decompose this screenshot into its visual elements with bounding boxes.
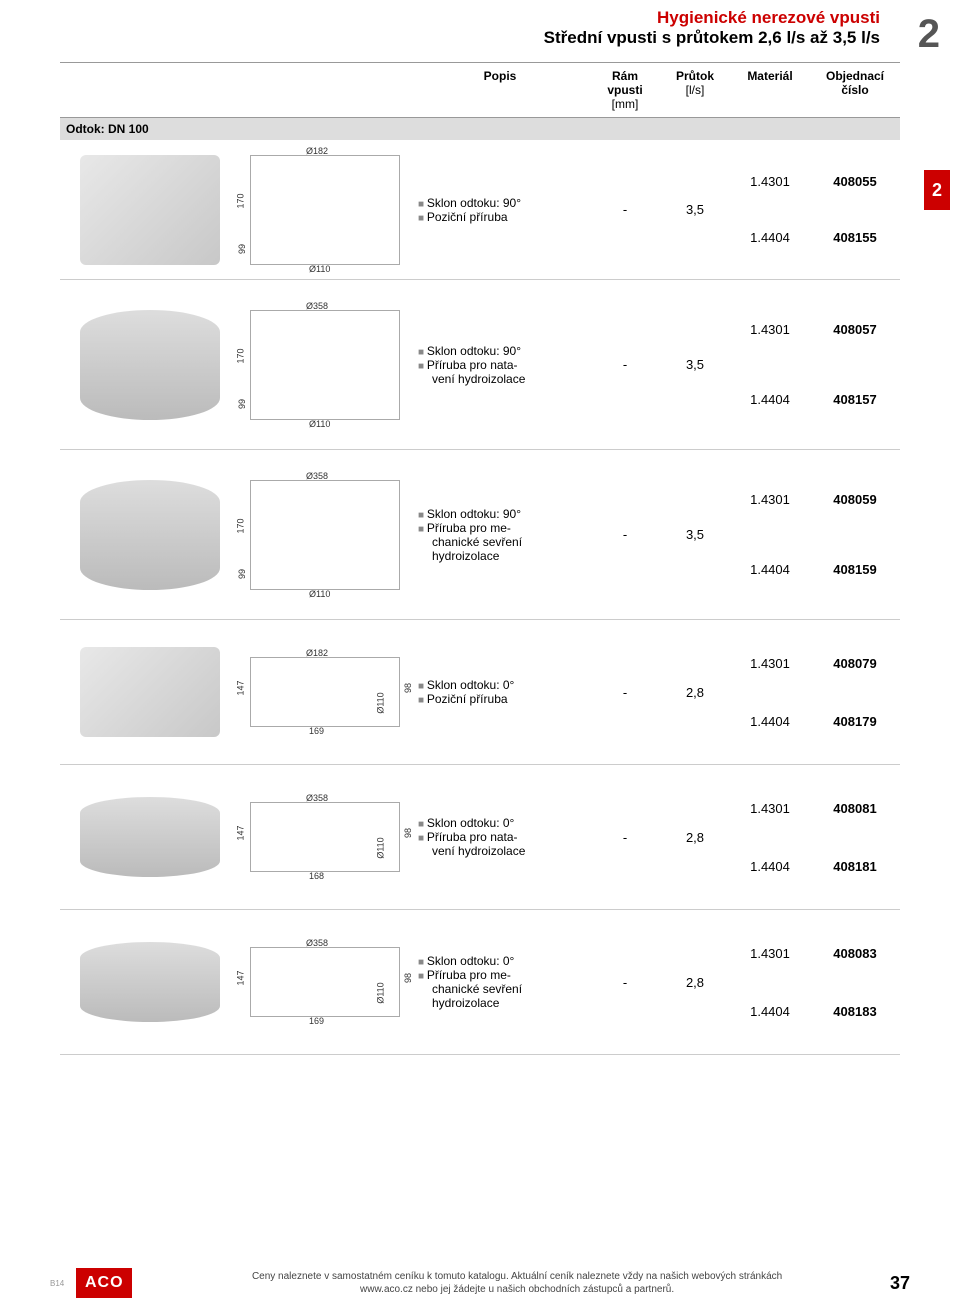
order-numbers: 408079 408179 <box>810 620 900 764</box>
product-row: Ø358 147 98 Ø110 169 Sklon odtoku: 0° Př… <box>60 910 900 1055</box>
material-values: 1.4301 1.4404 <box>730 140 810 279</box>
product-description: Sklon odtoku: 0° Příruba pro me- chanick… <box>410 910 590 1054</box>
product-description: Sklon odtoku: 0° Poziční příruba <box>410 620 590 764</box>
product-row: Ø182 170 99 Ø110 Sklon odtoku: 90° Pozič… <box>60 140 900 280</box>
order-numbers: 408055 408155 <box>810 140 900 279</box>
product-image <box>80 942 220 1022</box>
product-diagram: Ø358 147 98 Ø110 169 <box>250 947 400 1017</box>
material-values: 1.4301 1.4404 <box>730 620 810 764</box>
col-objednaci: Objednací číslo <box>810 63 900 117</box>
product-description: Sklon odtoku: 90° Příruba pro me- chanic… <box>410 450 590 619</box>
prutok-value: 2,8 <box>660 765 730 909</box>
prutok-value: 3,5 <box>660 450 730 619</box>
product-image <box>80 310 220 420</box>
product-diagram: Ø182 147 98 Ø110 169 <box>250 657 400 727</box>
product-diagram: Ø182 170 99 Ø110 <box>250 155 400 265</box>
product-description: Sklon odtoku: 90° Poziční příruba <box>410 140 590 279</box>
ram-value: - <box>590 765 660 909</box>
product-image <box>80 480 220 590</box>
material-values: 1.4301 1.4404 <box>730 280 810 449</box>
order-numbers: 408057 408157 <box>810 280 900 449</box>
col-prutok: Průtok [l/s] <box>660 63 730 117</box>
content-area: Popis Rám vpusti [mm] Průtok [l/s] Mater… <box>0 52 960 1055</box>
ram-value: - <box>590 140 660 279</box>
ram-value: - <box>590 450 660 619</box>
order-numbers: 408083 408183 <box>810 910 900 1054</box>
material-values: 1.4301 1.4404 <box>730 450 810 619</box>
prutok-value: 3,5 <box>660 140 730 279</box>
product-image <box>80 155 220 265</box>
prutok-value: 3,5 <box>660 280 730 449</box>
section-row: Odtok: DN 100 <box>60 118 900 140</box>
col-popis: Popis <box>410 63 590 117</box>
material-values: 1.4301 1.4404 <box>730 765 810 909</box>
page-footer: B14 ACO Ceny naleznete v samostatném cen… <box>0 1268 960 1298</box>
footer-text: Ceny naleznete v samostatném ceníku k to… <box>144 1270 890 1296</box>
ram-value: - <box>590 620 660 764</box>
order-numbers: 408059 408159 <box>810 450 900 619</box>
product-image <box>80 647 220 737</box>
material-values: 1.4301 1.4404 <box>730 910 810 1054</box>
prutok-value: 2,8 <box>660 910 730 1054</box>
header-title-2: Střední vpusti s průtokem 2,6 l/s až 3,5… <box>0 28 880 48</box>
product-row: Ø358 170 99 Ø110 Sklon odtoku: 90° Příru… <box>60 450 900 620</box>
product-row: Ø358 147 98 Ø110 168 Sklon odtoku: 0° Př… <box>60 765 900 910</box>
footer-logo: ACO <box>76 1268 132 1298</box>
header-title-1: Hygienické nerezové vpusti <box>0 8 880 28</box>
product-description: Sklon odtoku: 0° Příruba pro nata- vení … <box>410 765 590 909</box>
section-label: Odtok: DN 100 <box>60 118 240 140</box>
page-header: Hygienické nerezové vpusti Střední vpust… <box>0 0 960 52</box>
prutok-value: 2,8 <box>660 620 730 764</box>
col-ram: Rám vpusti [mm] <box>590 63 660 117</box>
chapter-number: 2 <box>918 12 940 57</box>
product-diagram: Ø358 170 99 Ø110 <box>250 480 400 590</box>
order-numbers: 408081 408181 <box>810 765 900 909</box>
footer-revision: B14 <box>50 1279 64 1288</box>
ram-value: - <box>590 910 660 1054</box>
side-tab: 2 <box>924 170 950 210</box>
ram-value: - <box>590 280 660 449</box>
product-description: Sklon odtoku: 90° Příruba pro nata- vení… <box>410 280 590 449</box>
table-header-row: Popis Rám vpusti [mm] Průtok [l/s] Mater… <box>60 62 900 118</box>
product-image <box>80 797 220 877</box>
product-diagram: Ø358 170 99 Ø110 <box>250 310 400 420</box>
col-material: Materiál <box>730 63 810 117</box>
product-diagram: Ø358 147 98 Ø110 168 <box>250 802 400 872</box>
footer-page-number: 37 <box>890 1273 910 1294</box>
product-row: Ø182 147 98 Ø110 169 Sklon odtoku: 0° Po… <box>60 620 900 765</box>
product-row: Ø358 170 99 Ø110 Sklon odtoku: 90° Příru… <box>60 280 900 450</box>
